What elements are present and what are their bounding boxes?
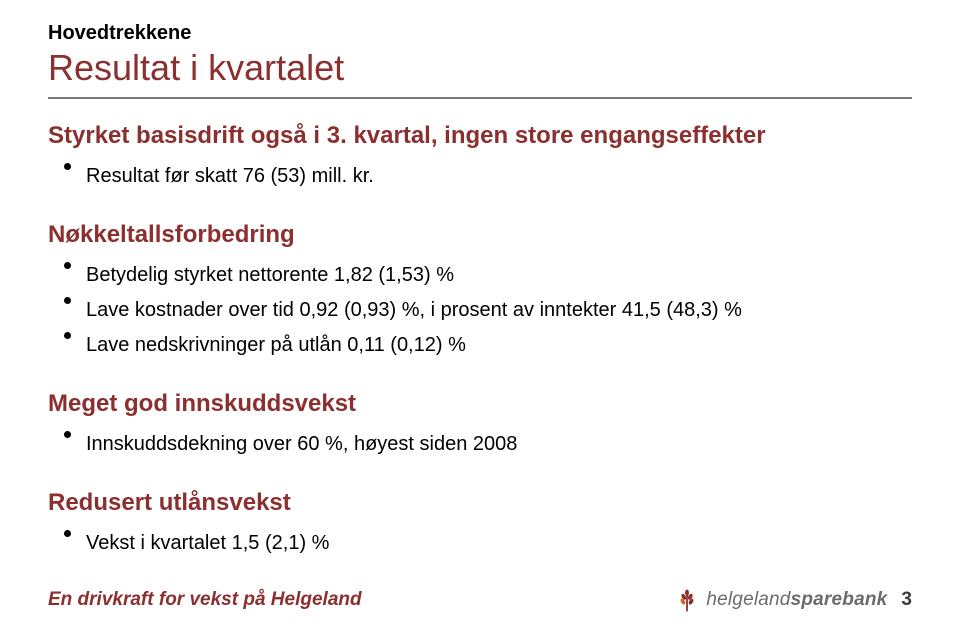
bullet-item: Innskuddsdekning over 60 %, høyest siden… <box>48 427 912 462</box>
page-number: 3 <box>901 589 912 611</box>
bullet-list: Innskuddsdekning over 60 %, høyest siden… <box>48 427 912 462</box>
wheat-icon <box>674 587 700 613</box>
section: Meget god innskuddsvekst Innskuddsdekning… <box>48 389 912 462</box>
bullet-item: Lave nedskrivninger på utlån 0,11 (0,12)… <box>48 328 912 363</box>
section: Styrket basisdrift også i 3. kvartal, in… <box>48 121 912 194</box>
footer-tagline: En drivkraft for vekst på Helgeland <box>48 589 362 611</box>
bullet-item: Resultat før skatt 76 (53) mill. kr. <box>48 159 912 194</box>
section-heading: Redusert utlånsvekst <box>48 488 912 518</box>
section-heading: Styrket basisdrift også i 3. kvartal, in… <box>48 121 912 151</box>
brand-text: helgelandsparebank <box>706 589 887 611</box>
brand-logo: helgelandsparebank <box>674 587 887 613</box>
divider <box>48 97 912 99</box>
section-heading: Nøkkeltallsforbedring <box>48 220 912 250</box>
bullet-list: Vekst i kvartalet 1,5 (2,1) % <box>48 526 912 561</box>
bullet-item: Vekst i kvartalet 1,5 (2,1) % <box>48 526 912 561</box>
bullet-item: Lave kostnader over tid 0,92 (0,93) %, i… <box>48 293 912 328</box>
eyebrow: Hovedtrekkene <box>48 22 912 45</box>
page-title: Resultat i kvartalet <box>48 47 912 89</box>
section: Nøkkeltallsforbedring Betydelig styrket n… <box>48 220 912 363</box>
section: Redusert utlånsvekst Vekst i kvartalet 1,… <box>48 488 912 561</box>
slide: Hovedtrekkene Resultat i kvartalet Styrk… <box>0 0 960 635</box>
bullet-item: Betydelig styrket nettorente 1,82 (1,53)… <box>48 258 912 293</box>
bullet-list: Betydelig styrket nettorente 1,82 (1,53)… <box>48 258 912 363</box>
bullet-list: Resultat før skatt 76 (53) mill. kr. <box>48 159 912 194</box>
footer-right: helgelandsparebank 3 <box>674 587 912 613</box>
section-heading: Meget god innskuddsvekst <box>48 389 912 419</box>
footer: En drivkraft for vekst på Helgeland helg… <box>0 587 960 613</box>
